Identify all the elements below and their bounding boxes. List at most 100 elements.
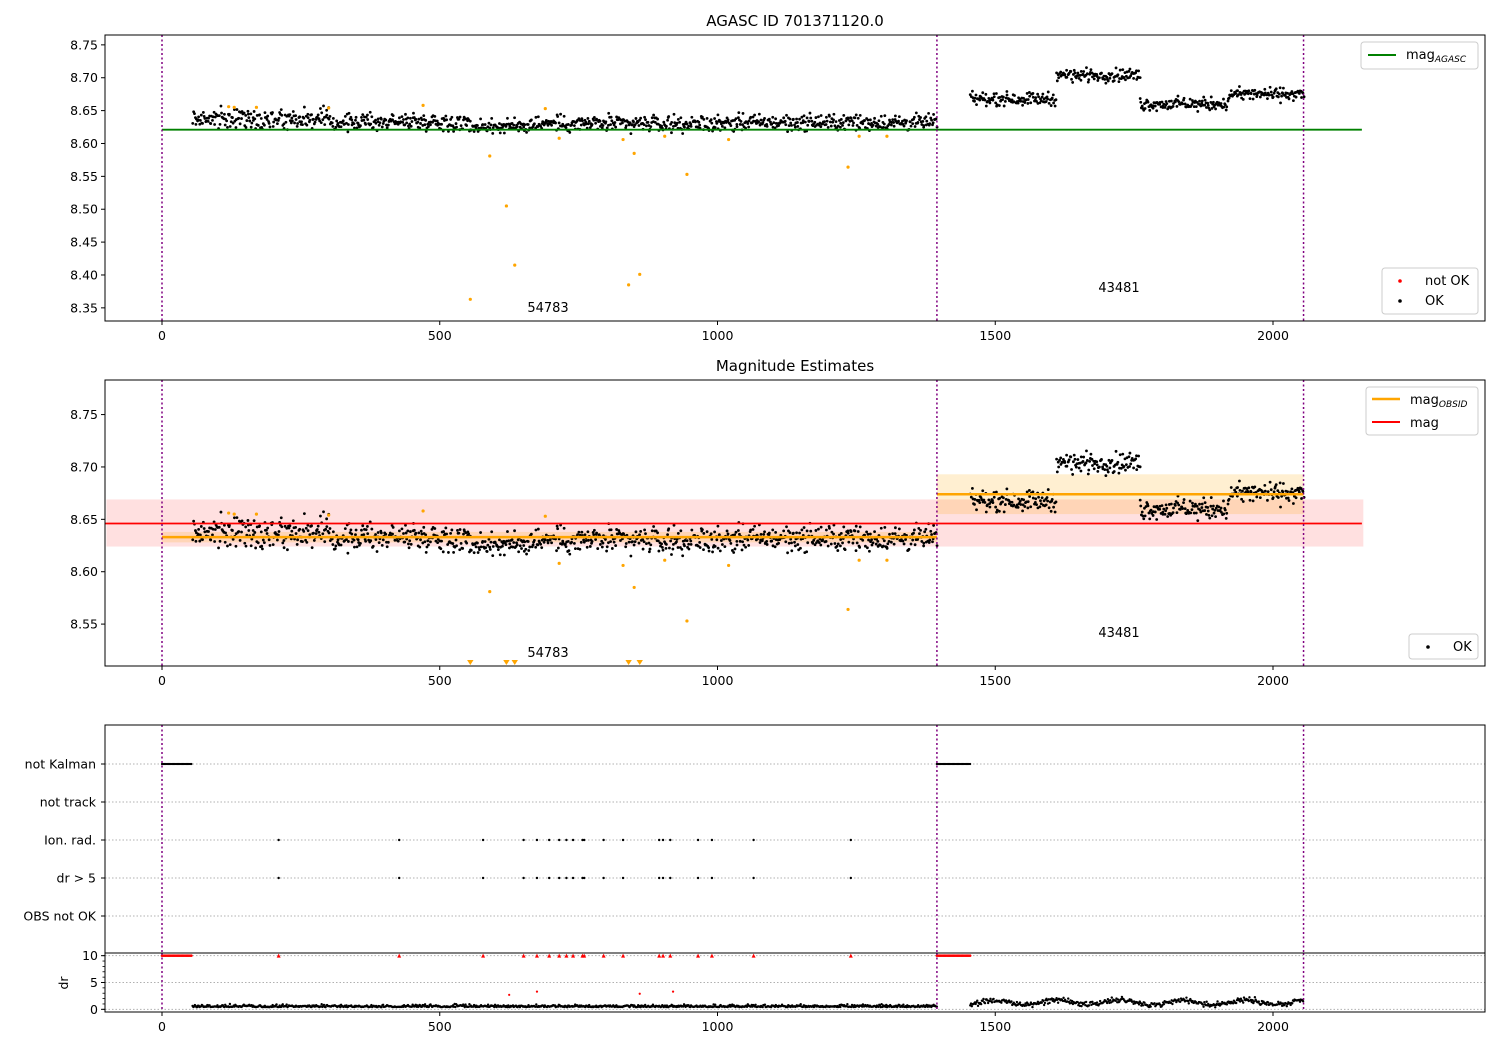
panel1-ok-point [1114,66,1118,70]
panel2-ok-point [404,523,407,527]
panel2-ok-point [1143,514,1147,518]
panel2-ok-point [1169,502,1173,506]
panel1-ok-point [191,122,195,125]
panel1-ok-point [1241,91,1244,95]
panel1-ok-point [918,118,921,121]
panel2-ok-point [1195,504,1199,508]
panel2-ok-point [1279,505,1282,509]
panel2-ok-point [629,554,633,558]
panel1-ok-point [1041,92,1045,96]
panel1-ok-point [681,132,685,135]
panel2-ok-point [726,532,730,536]
panel4-dr-point [992,997,995,1001]
panel2-ok-point [223,540,227,544]
panel1-ok-point [247,116,251,120]
panel1-ok-point [1251,97,1255,101]
panel4-dr-point [380,1005,383,1009]
panel2-title: Magnitude Estimates [716,357,874,375]
panel1-ok-point [800,115,804,119]
panel4-dr-point [1048,1001,1051,1005]
panel2-ok-point [324,527,328,531]
panel4-dr-point [761,1005,764,1009]
panel1-ok-point [719,120,722,124]
panel2-ok-point [657,549,661,553]
panel1-ok-point [1203,103,1207,107]
panel1-ok-point [349,115,353,119]
panel2-ok-point [738,532,741,536]
panel2-ok-point [516,538,520,542]
panel4-dr-point [1114,999,1117,1002]
panel3-flag-point [571,876,575,880]
panel2-ok-point [446,543,450,546]
panel1-ok-point [427,125,430,129]
panel3-flag-point [849,876,853,880]
panel2-ok-point [1012,503,1016,507]
panel1-xtick-label-500: 500 [428,328,452,343]
panel1-ok-point [400,115,404,119]
panel1-ok-point [1079,78,1083,82]
panel2-ok-point [1155,518,1159,521]
panel2-excluded-point [857,558,861,562]
panel2-ok-point [1222,499,1225,503]
panel1-ok-point [832,118,835,122]
panel2-ok-point [479,531,482,534]
panel1-ok-point [231,116,234,119]
panel2-ok-point [1258,496,1262,500]
panel2-ok-point [1165,506,1169,510]
panel1-ok-point [1278,86,1282,90]
panel2-ok-point [325,525,329,528]
panel1-ok-point [1013,94,1016,97]
panel1-ok-point [1171,105,1175,108]
panel2-ok-point [1078,461,1082,465]
panel1-ok-point [213,123,217,126]
panel1-ok-point [973,96,977,100]
panel1-ok-point [511,126,515,130]
panel2-ok-point [312,531,315,535]
panel1-ok-point [498,131,502,135]
panel1-ok-point [319,107,322,110]
panel2-excluded-point [685,619,689,623]
panel2-ok-point [969,495,973,499]
panel1-ok-point [1206,101,1210,105]
panel1-excluded-point [857,134,861,138]
panel4-dr-point [1004,999,1008,1002]
panel1-ok-point [667,115,671,118]
panel1-ok-point [1002,104,1006,108]
panel3-flag-point [557,838,561,842]
panel2-ok-point [732,551,736,554]
panel2-ok-point [1251,499,1255,503]
panel4-dr-point [1105,1001,1109,1005]
panel1-ok-point [689,122,693,126]
panel2-ok-point [1103,468,1107,472]
panel4-dr-clipped-point [190,954,193,957]
panel1-ok-point [1177,100,1181,104]
panel2-ok-point [304,526,308,530]
panel1-ok-point [1268,85,1272,89]
panel3-flag-point [277,876,280,880]
panel2-ok-point [1222,512,1226,516]
panel2-ok-point [1241,500,1245,503]
panel2-ok-point [902,542,906,546]
panel2-ok-point [747,544,751,547]
panel1-ok-point [1272,91,1276,95]
panel2-ok-point [1268,480,1272,484]
panel2-ok-point [377,541,381,545]
panel2-ok-point [579,540,583,544]
panel2-ok-point [380,543,384,547]
panel1-ok-point [228,125,232,128]
panel2-ok-point [615,528,619,531]
panel2-ok-point [596,547,600,550]
panel1-ok-point [226,125,229,129]
panel1-ok-point [824,115,828,119]
panel2-ok-point [1040,496,1044,500]
panel4-dr-point [1095,1001,1099,1004]
panel3-flag-point [565,876,568,880]
panel1-ok-point [225,119,229,123]
panel1-ok-point [645,124,648,128]
panel2-ok-point [360,528,363,532]
panel2-ok-point [811,541,815,545]
panel4-dr-point [275,1003,278,1006]
panel1-ok-point [502,131,506,135]
panel2-ok-point [258,524,261,528]
panel1-ok-point [746,122,750,125]
